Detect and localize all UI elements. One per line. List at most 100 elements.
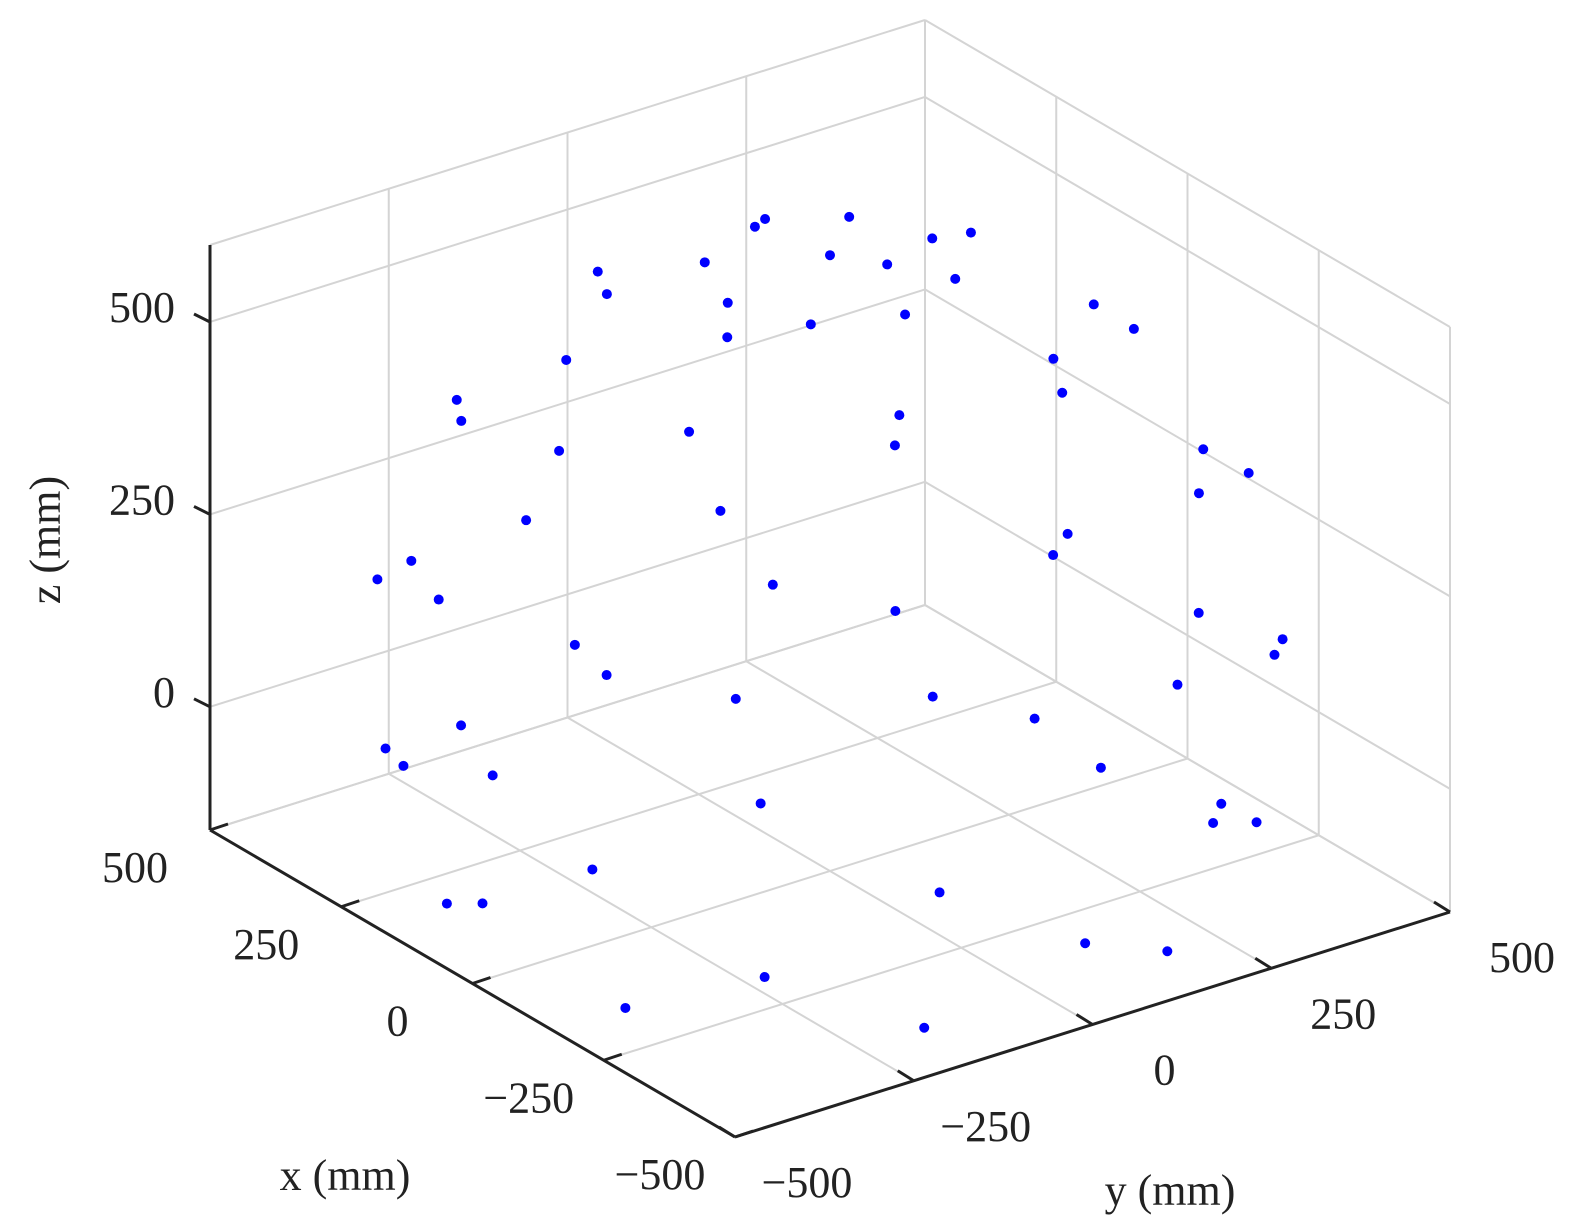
point	[730, 693, 741, 704]
point	[927, 691, 938, 702]
point	[749, 221, 760, 232]
point	[715, 505, 726, 516]
y-tick	[718, 1125, 736, 1139]
point	[1277, 634, 1288, 645]
z-tick-label: 500	[109, 283, 175, 332]
point	[1216, 798, 1227, 809]
point	[1243, 467, 1254, 478]
point	[620, 1002, 631, 1013]
point	[1062, 528, 1073, 539]
point	[561, 354, 572, 365]
point	[1080, 938, 1091, 949]
grid-line	[924, 288, 1451, 598]
x-tick-label: 0	[387, 997, 409, 1046]
point	[398, 760, 409, 771]
z-tick-label: 0	[153, 668, 175, 717]
grid-line	[924, 604, 1451, 913]
grid-line	[745, 660, 1272, 970]
point	[1048, 550, 1059, 561]
point	[1095, 762, 1106, 773]
point	[755, 798, 766, 809]
x-tick	[734, 1129, 754, 1139]
z-tick	[193, 697, 211, 709]
y-tick-label: −250	[940, 1102, 1031, 1151]
point	[1029, 713, 1040, 724]
point	[451, 394, 462, 405]
point	[950, 273, 961, 284]
point	[406, 555, 417, 566]
x-tick	[603, 1052, 623, 1062]
y-tick-label: 500	[1489, 933, 1555, 982]
point	[882, 259, 893, 270]
y-tick	[896, 1069, 915, 1083]
point	[587, 864, 598, 875]
x-tick	[472, 976, 491, 985]
y-axis-label: y (mm)	[1105, 1166, 1236, 1215]
point	[965, 227, 976, 238]
x-tick-label: 250	[233, 920, 299, 969]
point	[825, 250, 835, 261]
grid-line	[566, 716, 1094, 1026]
point	[927, 233, 938, 244]
z-tick	[193, 505, 211, 516]
z-tick-label: 250	[109, 476, 175, 525]
grid-line	[209, 480, 926, 708]
point	[1208, 818, 1219, 829]
point	[487, 770, 498, 781]
point	[1048, 353, 1059, 364]
point	[554, 445, 565, 456]
x-tick	[340, 899, 360, 909]
point	[1128, 323, 1139, 334]
y-tick-label: 250	[1310, 989, 1376, 1038]
point	[441, 898, 452, 909]
point	[1198, 444, 1209, 455]
point	[1057, 387, 1068, 398]
point	[1193, 488, 1204, 499]
point	[684, 426, 695, 437]
point	[767, 579, 778, 590]
point	[1162, 946, 1173, 957]
grid-line	[924, 96, 1451, 405]
point	[1193, 607, 1204, 618]
point	[372, 574, 383, 585]
point	[1172, 679, 1183, 690]
point	[759, 972, 770, 983]
point	[380, 743, 391, 754]
point	[894, 410, 905, 421]
grid-line	[209, 288, 926, 516]
y-tick-label: −500	[762, 1158, 853, 1207]
point	[844, 211, 855, 222]
y-tick-label: 0	[1154, 1046, 1176, 1095]
point	[1269, 649, 1280, 660]
point	[477, 898, 488, 909]
point	[722, 332, 733, 343]
point	[934, 887, 945, 898]
y-tick	[1433, 900, 1451, 914]
grid-line	[924, 480, 1451, 790]
point	[919, 1022, 930, 1033]
point	[569, 639, 580, 650]
point	[521, 515, 532, 526]
point	[592, 266, 603, 277]
grid-line	[388, 772, 915, 1082]
x-tick-label: 500	[102, 843, 168, 892]
z-axis-label: z (mm)	[21, 476, 70, 604]
point	[805, 319, 816, 330]
x-tick-label: −500	[615, 1150, 706, 1199]
grid-line	[209, 96, 926, 323]
point	[456, 415, 467, 426]
point	[456, 720, 467, 731]
point	[889, 440, 900, 451]
x-tick	[209, 822, 229, 832]
point	[601, 289, 612, 300]
point	[699, 257, 710, 268]
point	[722, 297, 733, 308]
point	[900, 309, 911, 320]
y-tick	[1075, 1013, 1094, 1026]
point	[1088, 299, 1099, 310]
point	[433, 594, 444, 605]
z-tick	[193, 312, 211, 324]
x-tick-label: −250	[483, 1073, 574, 1122]
x-axis-label: x (mm)	[280, 1151, 411, 1200]
